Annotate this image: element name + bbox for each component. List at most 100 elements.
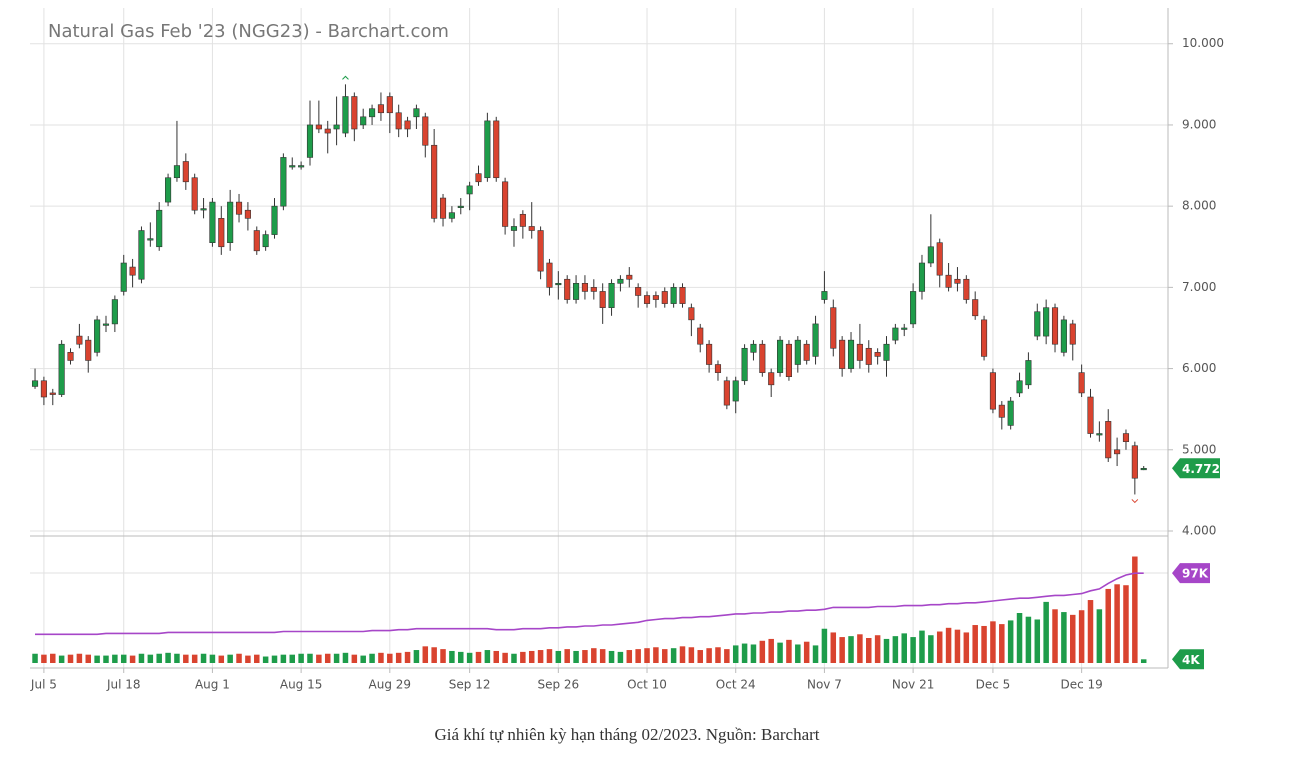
candle-body — [723, 380, 730, 406]
candle-body — [1025, 360, 1032, 386]
candle-body — [573, 283, 580, 300]
volume-bar — [94, 655, 100, 663]
candle-body — [422, 116, 429, 146]
volume-bar — [777, 642, 783, 663]
volume-bar — [236, 653, 242, 663]
candle-body — [954, 278, 961, 284]
candle-body — [85, 339, 92, 361]
candle-body — [165, 177, 172, 203]
candle-body — [1069, 323, 1076, 345]
volume-bar — [1132, 556, 1138, 663]
candle-body — [1043, 307, 1050, 337]
candle-body — [360, 116, 367, 126]
volume-bar — [112, 654, 118, 663]
candle-body — [377, 104, 384, 114]
candle-body — [599, 291, 606, 308]
volume-bar — [635, 649, 641, 663]
volume-bar — [289, 654, 295, 663]
candle-body — [200, 208, 207, 211]
volume-bar — [1061, 612, 1067, 663]
candle-body — [741, 347, 748, 382]
volume-bar — [759, 640, 766, 663]
volume-bar — [147, 654, 154, 663]
volume-bar — [981, 625, 987, 663]
candle-body — [989, 372, 996, 410]
volume-bar — [342, 652, 349, 663]
candle-body — [94, 319, 101, 353]
candle-body — [280, 157, 287, 207]
candle-body — [457, 205, 464, 208]
volume-bar — [741, 643, 748, 663]
plot-area — [31, 75, 1147, 663]
volume-bar — [599, 649, 606, 663]
candle-body — [803, 343, 810, 361]
volume-bar — [546, 649, 553, 663]
candle-body — [697, 327, 704, 345]
candle-body — [475, 173, 482, 183]
volume-bar — [582, 650, 588, 663]
x-tick-label: Oct 10 — [627, 678, 667, 692]
candle-body — [1078, 372, 1085, 394]
volume-bar — [1007, 620, 1014, 663]
y-tick-label: 6.000 — [1182, 361, 1216, 375]
candle-body — [821, 291, 828, 300]
candle-body — [945, 274, 952, 288]
candle-body — [998, 404, 1005, 418]
candle-body — [76, 335, 83, 345]
volume-bar — [458, 651, 464, 663]
volume-bar — [254, 654, 260, 663]
volume-bar — [502, 652, 508, 663]
candle-body — [58, 343, 65, 395]
candle-body — [1140, 468, 1147, 471]
volume-bar — [218, 655, 225, 663]
value-badge-label: 97K — [1182, 567, 1209, 581]
candle-body — [351, 96, 358, 130]
volume-bar — [1105, 588, 1111, 663]
candle-body — [581, 283, 588, 292]
candle-body — [138, 230, 145, 280]
candle-body — [785, 343, 792, 377]
volume-bar — [1016, 613, 1023, 663]
candle-body — [750, 343, 757, 353]
candle-body — [342, 96, 349, 134]
volume-bar — [883, 638, 890, 663]
volume-bar — [324, 653, 331, 663]
candle-body — [324, 128, 331, 134]
candle-body — [661, 291, 668, 304]
candle-body — [927, 246, 934, 264]
volume-bar — [706, 648, 712, 663]
x-tick-label: Aug 29 — [369, 678, 412, 692]
candle-body — [856, 343, 863, 361]
volume-bar — [662, 649, 668, 663]
volume-bar — [670, 648, 677, 663]
grid — [30, 8, 1168, 668]
candle-body — [643, 295, 651, 304]
candle-body — [1096, 433, 1103, 436]
volume-bar — [945, 627, 952, 663]
candle-body — [555, 283, 562, 286]
x-tick-label: Nov 21 — [892, 678, 935, 692]
volume-bar — [1070, 614, 1076, 663]
value-badge — [1172, 563, 1210, 584]
candle-body — [49, 392, 56, 395]
candle-body — [812, 323, 819, 357]
volume-bar — [537, 650, 544, 663]
volume-bar — [786, 639, 792, 663]
candle-body — [1087, 396, 1094, 434]
candle-body — [981, 319, 988, 357]
volume-bar — [351, 654, 358, 663]
candle-body — [528, 226, 535, 231]
y-tick-label: 8.000 — [1182, 199, 1216, 213]
candle-body — [759, 343, 766, 373]
volume-bar — [936, 631, 943, 663]
volume-bar — [910, 637, 916, 663]
volume-bar — [1052, 609, 1058, 663]
candle-body — [510, 226, 518, 231]
volume-bar — [449, 650, 455, 663]
volume-bar — [156, 653, 162, 663]
volume-bar — [422, 646, 429, 663]
volume-bar — [138, 653, 145, 663]
candle-body — [972, 299, 979, 317]
volume-bar — [528, 650, 535, 663]
candle-body — [315, 124, 322, 130]
